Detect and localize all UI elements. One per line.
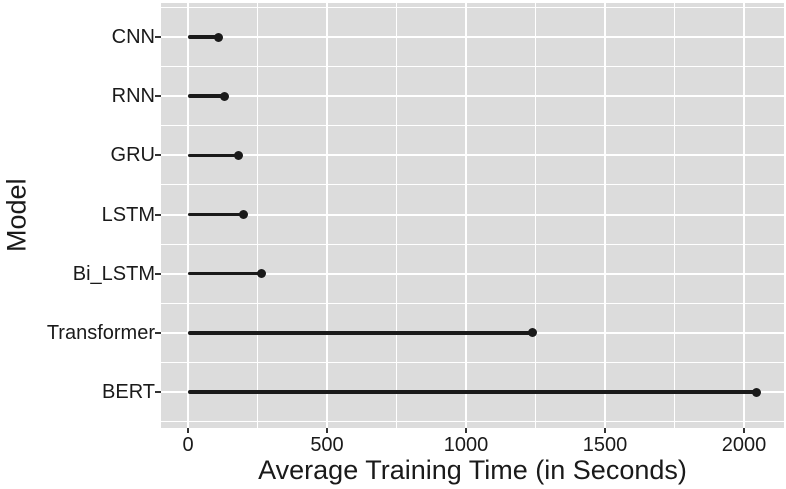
lollipop-stem [188, 331, 533, 335]
x-tick-mark [326, 428, 328, 433]
gridline-x-major [743, 3, 745, 428]
lollipop-point [219, 91, 229, 101]
y-tick-mark [155, 36, 161, 38]
y-tick-mark [155, 272, 161, 275]
x-tick-label: 500 [310, 434, 344, 456]
y-tick-label: RNN [111, 85, 155, 108]
lollipop-point [752, 387, 761, 397]
gridline-y-major [161, 95, 784, 98]
x-axis-title: Average Training Time (in Seconds) [258, 455, 687, 485]
gridline-y-major [161, 154, 784, 157]
gridline-y-major [161, 213, 784, 216]
lollipop-stem [188, 271, 262, 276]
y-tick-label: Transformer [46, 321, 155, 344]
y-tick-mark [155, 95, 161, 98]
gridline-x-minor [257, 3, 258, 428]
lollipop-stem [188, 35, 219, 39]
x-tick-label: 2000 [721, 434, 767, 456]
lollipop-stem [188, 390, 757, 394]
x-tick-label: 1000 [443, 434, 489, 456]
gridline-y-minor [161, 243, 784, 245]
y-tick-label: BERT [102, 381, 155, 404]
y-tick-mark [155, 331, 161, 334]
y-axis-title: Model [1, 178, 32, 253]
y-tick-mark [155, 213, 161, 216]
y-tick-mark [155, 154, 161, 157]
x-tick-mark [465, 428, 467, 433]
y-tick-label: CNN [111, 26, 155, 48]
gridline-y-major [161, 36, 784, 38]
lollipop-point [214, 32, 224, 42]
gridline-y-minor [161, 66, 784, 68]
gridline-y-minor [161, 421, 784, 423]
lollipop-point [528, 328, 538, 338]
gridline-x-major [465, 3, 467, 428]
gridline-y-minor [161, 6, 784, 8]
gridline-y-major [161, 272, 784, 275]
y-tick-label: LSTM [101, 203, 155, 226]
lollipop-point [257, 269, 267, 279]
gridline-x-major [604, 3, 606, 428]
gridline-y-minor [161, 302, 784, 304]
x-tick-mark [604, 428, 606, 433]
gridline-x-minor [535, 3, 536, 428]
gridline-x-minor [674, 3, 675, 428]
x-tick-label: 0 [182, 434, 194, 456]
lollipop-stem [188, 212, 244, 217]
gridline-x-minor [396, 3, 397, 428]
lollipop-stem [188, 153, 239, 158]
gridline-y-minor [161, 361, 784, 363]
gridline-x-major [326, 3, 328, 428]
lollipop-stem [188, 94, 225, 98]
lollipop-point [239, 210, 249, 219]
plot-panel [161, 3, 784, 428]
gridline-y-minor [161, 125, 784, 127]
lollipop-point [233, 150, 243, 160]
gridline-y-minor [161, 184, 784, 186]
y-tick-label: Bi_LSTM [72, 262, 155, 285]
x-tick-label: 1500 [582, 434, 628, 456]
y-tick-mark [155, 391, 161, 394]
y-tick-label: GRU [110, 144, 155, 167]
x-tick-mark [187, 428, 189, 433]
x-tick-mark [743, 428, 745, 433]
